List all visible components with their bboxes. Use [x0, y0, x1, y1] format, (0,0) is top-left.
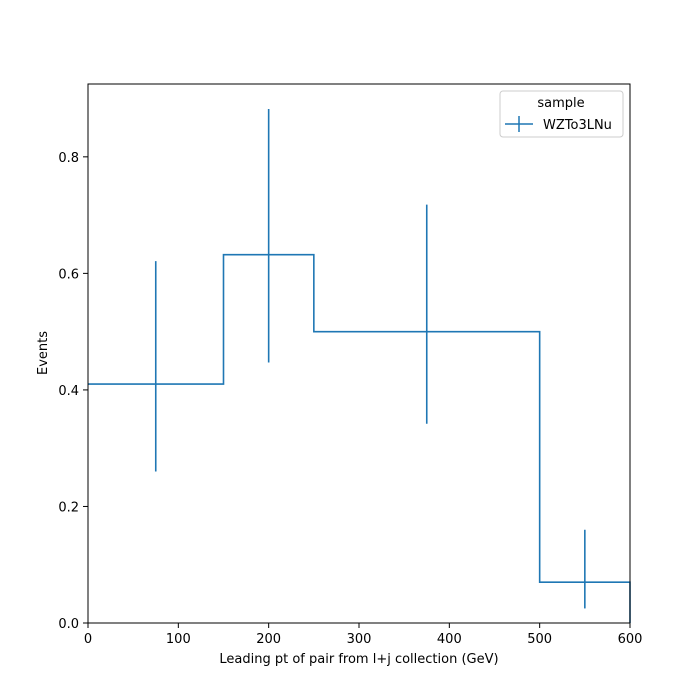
y-axis-label: Events [36, 331, 51, 375]
x-tick-label: 0 [84, 632, 92, 647]
legend: sample WZTo3LNu [499, 90, 624, 138]
legend-entry-wzto3lnu: WZTo3LNu [543, 118, 612, 133]
legend-box [499, 90, 624, 138]
x-tick-label: 600 [618, 632, 643, 647]
x-tick-label: 100 [166, 632, 191, 647]
x-axis: 0 100 200 300 400 500 600 [84, 623, 643, 647]
x-tick-label: 500 [527, 632, 552, 647]
legend-title: sample [537, 96, 584, 111]
x-tick-label: 300 [347, 632, 372, 647]
y-tick-label: 0.0 [58, 617, 79, 632]
y-tick-label: 0.2 [58, 500, 79, 515]
y-tick-label: 0.4 [58, 384, 79, 399]
series-step-line [88, 253, 631, 623]
y-axis: 0.0 0.2 0.4 0.6 0.8 [58, 151, 88, 632]
y-tick-label: 0.6 [58, 267, 79, 282]
x-tick-label: 400 [437, 632, 462, 647]
x-tick-label: 200 [256, 632, 281, 647]
x-axis-label: Leading pt of pair from l+j collection (… [219, 652, 498, 667]
plot-area [88, 109, 631, 623]
y-tick-label: 0.8 [58, 151, 79, 166]
plot-frame [87, 83, 631, 624]
legend-marker [505, 116, 533, 132]
